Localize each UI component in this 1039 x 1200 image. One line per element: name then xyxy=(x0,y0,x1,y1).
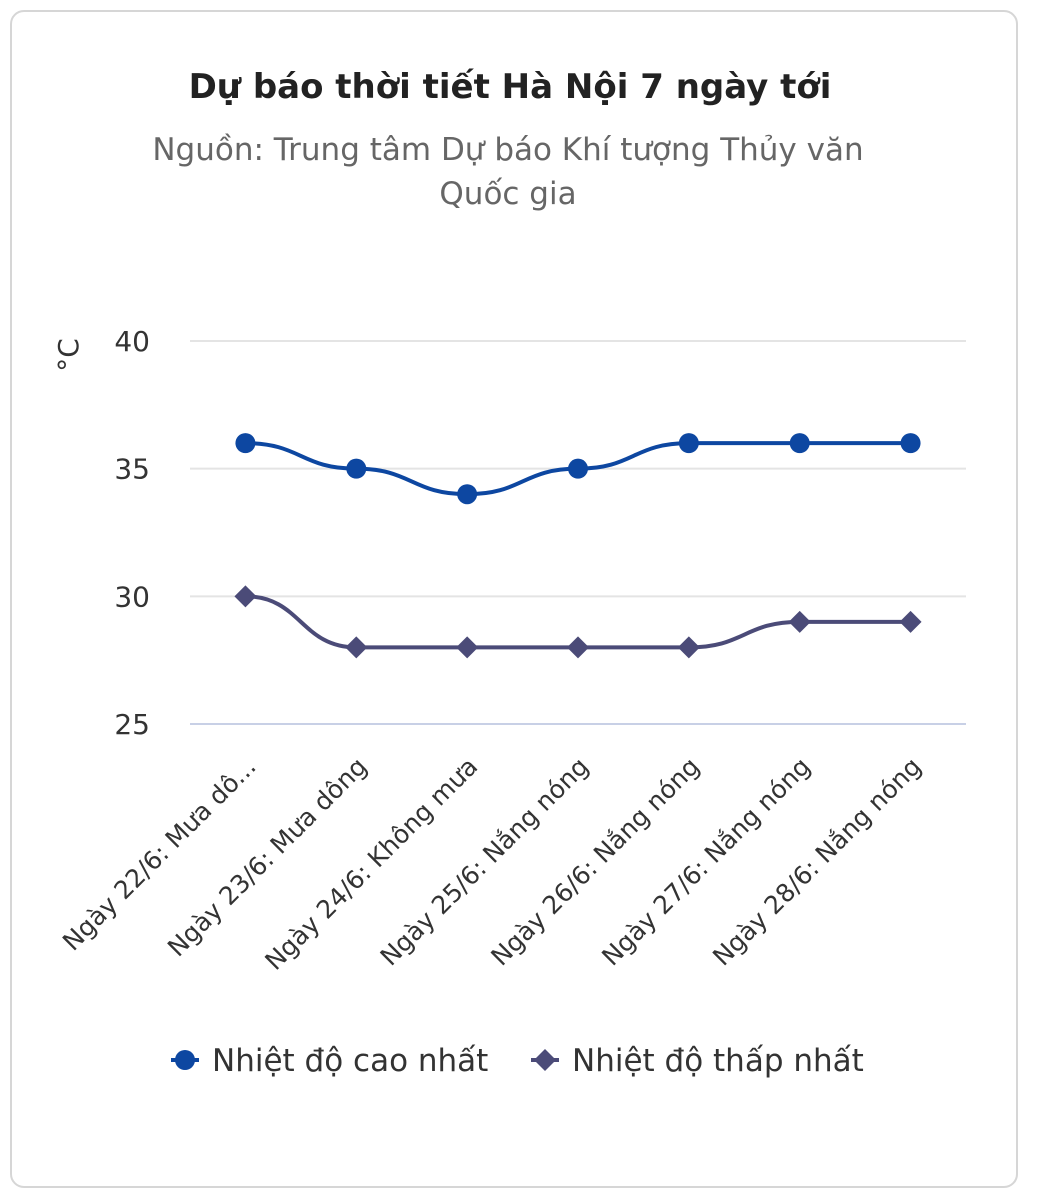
data-point[interactable] xyxy=(346,458,367,479)
data-point[interactable] xyxy=(234,585,257,608)
data-point[interactable] xyxy=(899,610,922,633)
data-point[interactable] xyxy=(567,636,589,659)
series-0 xyxy=(235,433,921,505)
y-tick-label: 25 xyxy=(114,708,150,741)
data-point[interactable] xyxy=(568,458,588,479)
x-tick-label: Ngày 22/6: Mưa dô... xyxy=(57,752,262,957)
data-point[interactable] xyxy=(456,636,479,659)
chart-subtitle-line-2: Quốc gia xyxy=(439,176,576,212)
x-tick-label: Ngày 28/6: Nắng nóng xyxy=(707,752,927,972)
legend-label: Nhiệt độ cao nhất xyxy=(212,1043,488,1079)
chart-card xyxy=(10,10,1018,1188)
x-tick-label: Ngày 24/6: Không mưa xyxy=(259,752,483,976)
chart-title: Dự báo thời tiết Hà Nội 7 ngày tới xyxy=(189,67,832,107)
data-point[interactable] xyxy=(235,433,256,454)
data-point[interactable] xyxy=(900,433,921,454)
legend-diamond-icon[interactable] xyxy=(534,1049,556,1071)
data-point[interactable] xyxy=(788,610,811,633)
y-tick-label: 40 xyxy=(114,325,150,358)
legend-item-0[interactable]: Nhiệt độ cao nhất xyxy=(171,1043,488,1079)
chart-subtitle-line-1: Nguồn: Trung tâm Dự báo Khí tượng Thủy v… xyxy=(152,132,863,168)
x-tick-label: Ngày 26/6: Nắng nóng xyxy=(485,752,705,972)
y-axis-label: °C xyxy=(52,338,85,372)
data-point[interactable] xyxy=(457,484,478,505)
x-tick-label: Ngày 25/6: Nắng nóng xyxy=(375,752,595,972)
data-point[interactable] xyxy=(678,433,699,454)
y-tick-label: 30 xyxy=(114,580,150,613)
data-point[interactable] xyxy=(345,636,368,659)
legend-label: Nhiệt độ thấp nhất xyxy=(572,1043,864,1079)
x-tick-label: Ngày 27/6: Nắng nóng xyxy=(596,752,816,972)
legend-circle-icon[interactable] xyxy=(175,1050,195,1070)
data-point[interactable] xyxy=(789,433,810,454)
data-point[interactable] xyxy=(677,636,700,659)
y-tick-label: 35 xyxy=(114,453,150,486)
legend-item-1[interactable]: Nhiệt độ thấp nhất xyxy=(531,1043,864,1079)
series-1 xyxy=(234,585,922,659)
x-tick-label: Ngày 23/6: Mưa dông xyxy=(162,752,373,963)
